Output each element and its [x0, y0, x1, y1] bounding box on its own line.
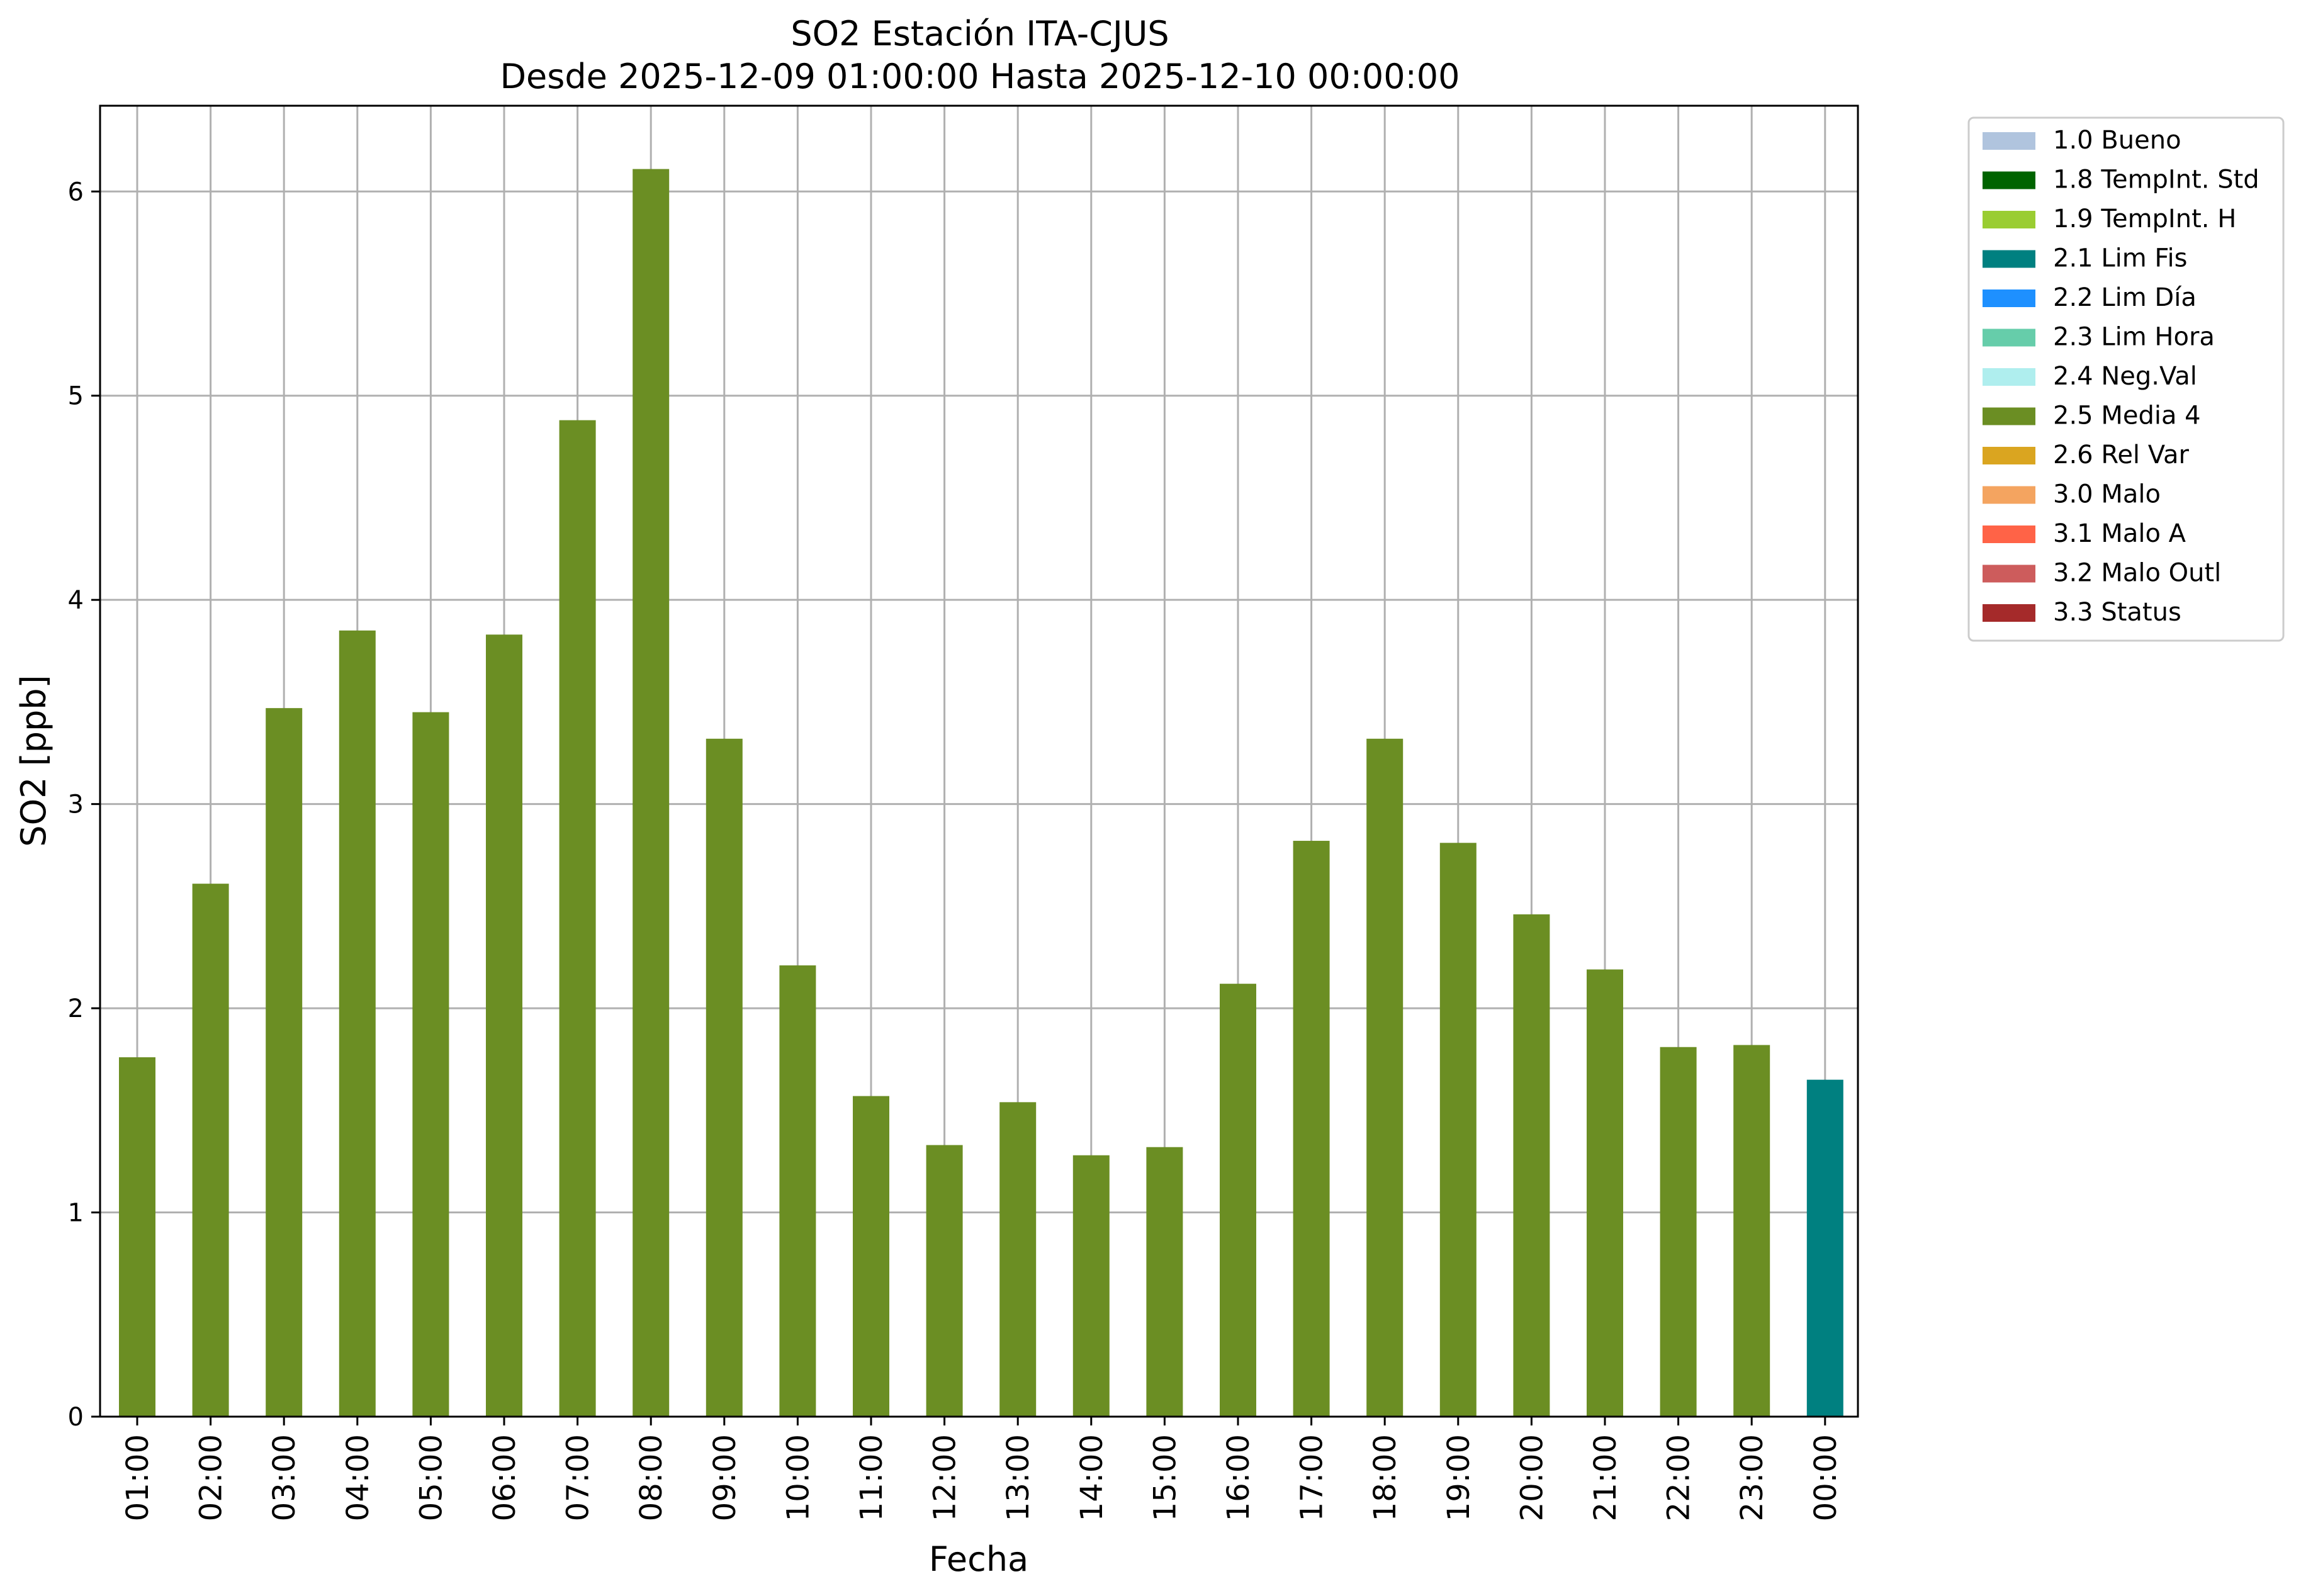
x-tick-label: 18:00 [1368, 1434, 1403, 1521]
y-axis-label: SO2 [ppb] [14, 675, 53, 846]
legend-swatch [1983, 132, 2035, 150]
x-tick-label: 04:00 [340, 1434, 376, 1521]
x-tick-label: 16:00 [1221, 1434, 1256, 1521]
x-tick-label: 10:00 [780, 1434, 816, 1521]
bar-03:00 [266, 708, 303, 1417]
x-tick-label: 05:00 [414, 1434, 449, 1521]
y-tick-label: 1 [68, 1199, 84, 1228]
x-axis-label: Fecha [929, 1539, 1028, 1579]
bar-23:00 [1733, 1045, 1770, 1417]
legend-swatch [1983, 171, 2035, 189]
y-tick-label: 2 [68, 994, 84, 1023]
y-tick-label: 6 [68, 177, 84, 206]
legend-swatch [1983, 250, 2035, 268]
bar-11:00 [853, 1096, 889, 1417]
legend-label: 2.3 Lim Hora [2053, 323, 2215, 352]
bar-16:00 [1220, 984, 1256, 1417]
x-tick-label: 17:00 [1295, 1434, 1330, 1521]
legend-label: 1.8 TempInt. Std [2053, 166, 2259, 194]
legend-label: 3.3 Status [2053, 598, 2181, 627]
x-tick-label: 15:00 [1147, 1434, 1183, 1521]
bar-09:00 [706, 738, 743, 1417]
bar-07:00 [559, 420, 596, 1417]
y-tick-label: 4 [68, 586, 84, 615]
legend-swatch [1983, 211, 2035, 228]
x-tick-label: 22:00 [1662, 1434, 1697, 1521]
legend-label: 1.9 TempInt. H [2053, 205, 2236, 233]
bar-12:00 [926, 1145, 963, 1417]
bar-06:00 [486, 634, 522, 1417]
x-tick-label: 14:00 [1074, 1434, 1110, 1521]
legend-swatch [1983, 329, 2035, 347]
x-tick-label: 11:00 [854, 1434, 889, 1521]
legend-swatch [1983, 289, 2035, 307]
legend-swatch [1983, 565, 2035, 583]
x-tick-label: 06:00 [487, 1434, 522, 1521]
chart-subtitle: Desde 2025-12-09 01:00:00 Hasta 2025-12-… [500, 57, 1460, 96]
bar-22:00 [1660, 1047, 1697, 1417]
legend-label: 2.2 Lim Día [2053, 283, 2197, 312]
legend-label: 2.6 Rel Var [2053, 441, 2190, 469]
legend-label: 2.1 Lim Fis [2053, 244, 2187, 273]
bar-01:00 [119, 1057, 155, 1417]
bar-13:00 [999, 1102, 1037, 1417]
x-axis-ticks: 01:00 02:00 03:00 04:00 05:00 06:00 07:00 08:00… [120, 1417, 1843, 1521]
x-tick-label: 01:00 [120, 1434, 155, 1521]
legend-label: 3.0 Malo [2053, 480, 2161, 509]
legend-swatch [1983, 486, 2035, 504]
legend-frame [1967, 116, 2285, 642]
bar-19:00 [1439, 843, 1477, 1417]
bar-17:00 [1293, 841, 1330, 1417]
x-tick-label: 21:00 [1588, 1434, 1623, 1521]
plot-frame [99, 104, 1859, 1418]
bar-21:00 [1587, 969, 1623, 1417]
legend: 1.0 Bueno 1.8 TempInt. Std 1.9 TempInt. H 2… [1967, 116, 2285, 642]
legend-label: 1.0 Bueno [2053, 126, 2181, 155]
legend-label: 3.1 Malo A [2053, 519, 2186, 548]
bar-05:00 [412, 712, 449, 1417]
bars [119, 169, 1843, 1417]
bar-02:00 [192, 884, 229, 1417]
y-tick-label: 3 [68, 790, 84, 819]
x-tick-label: 23:00 [1735, 1434, 1770, 1521]
x-tick-label: 08:00 [634, 1434, 669, 1521]
x-tick-label: 00:00 [1808, 1434, 1843, 1521]
legend-label: 2.5 Media 4 [2053, 402, 2201, 430]
x-tick-label: 07:00 [561, 1434, 596, 1521]
legend-swatch [1983, 368, 2035, 386]
y-axis-ticks: 0 1 2 3 4 5 6 [68, 177, 100, 1432]
legend-swatch [1983, 604, 2035, 622]
bar-10:00 [779, 965, 816, 1417]
x-tick-label: 03:00 [267, 1434, 302, 1521]
bar-15:00 [1146, 1147, 1183, 1417]
x-tick-label: 09:00 [707, 1434, 743, 1521]
x-tick-label: 19:00 [1441, 1434, 1477, 1521]
bar-14:00 [1072, 1155, 1110, 1417]
legend-label: 3.2 Malo Outl [2053, 559, 2221, 588]
chart-title: SO2 Estación ITA-CJUS [790, 14, 1169, 53]
legend-swatch [1983, 447, 2035, 464]
x-tick-label: 12:00 [928, 1434, 963, 1521]
bar-18:00 [1366, 738, 1404, 1417]
x-tick-label: 13:00 [1001, 1434, 1036, 1521]
bar-20:00 [1513, 914, 1550, 1417]
x-tick-label: 20:00 [1514, 1434, 1550, 1521]
legend-swatch [1983, 407, 2035, 425]
bar-04:00 [339, 630, 376, 1417]
legend-swatch [1983, 525, 2035, 543]
y-tick-label: 0 [68, 1403, 84, 1432]
bar-08:00 [633, 169, 670, 1417]
x-tick-label: 02:00 [194, 1434, 229, 1521]
y-tick-label: 5 [68, 382, 84, 411]
bar-00:00 [1806, 1079, 1843, 1417]
legend-label: 2.4 Neg.Val [2053, 362, 2197, 391]
